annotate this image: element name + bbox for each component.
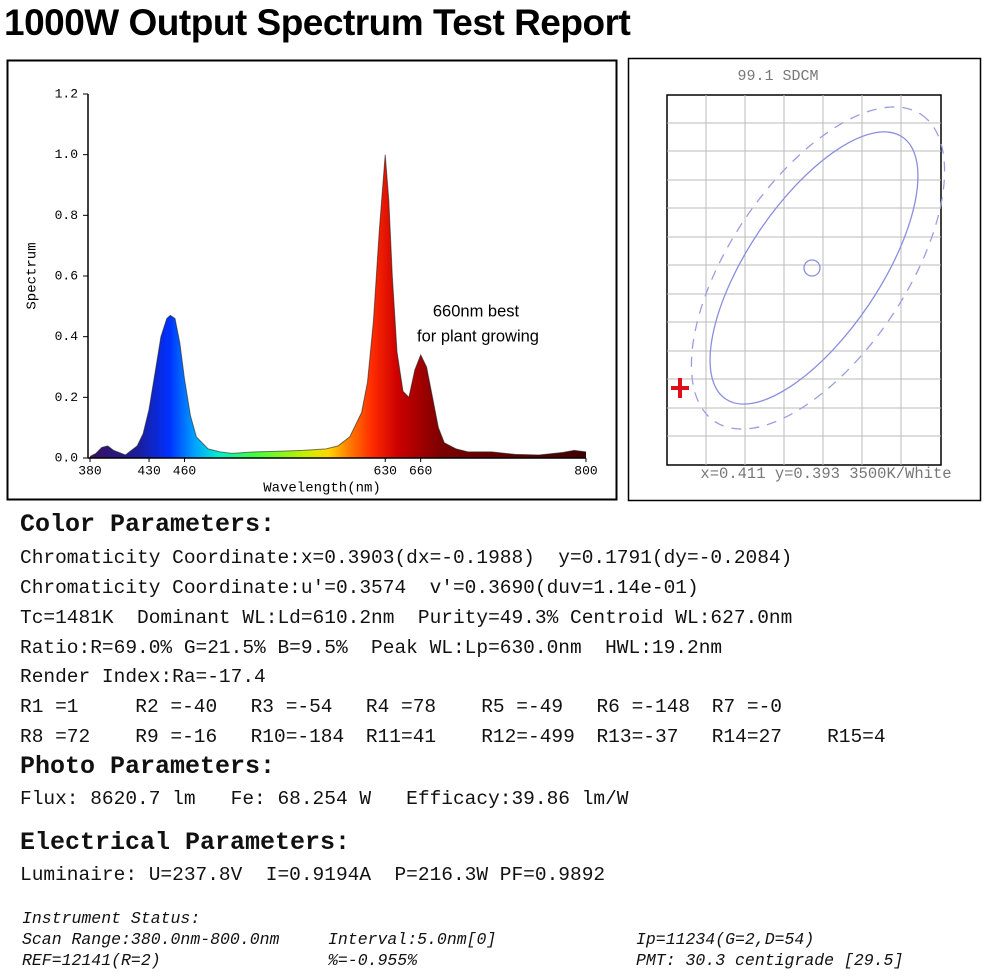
- section-heading: Photo Parameters:: [20, 752, 276, 781]
- render-index: R8 =72: [20, 726, 91, 748]
- render-index: R9 =-16: [135, 726, 218, 748]
- instrument-field: Scan Range:380.0nm-800.0nm: [22, 930, 280, 949]
- render-index: R14=27: [711, 726, 782, 748]
- param-line: Tc=1481K Dominant WL:Ld=610.2nm Purity=4…: [20, 607, 793, 629]
- render-row: R8 =72 R9 =-16 R10=-184 R11=41 R12=-499 R13=-…: [20, 726, 942, 748]
- y-tick-label: 0.4: [55, 329, 79, 344]
- y-tick-label: 0.0: [55, 450, 78, 465]
- sdcm-footer: x=0.411 y=0.393 3500K/White: [700, 465, 951, 483]
- render-index: R1 =1: [20, 696, 79, 718]
- y-tick-label: 0.8: [55, 208, 78, 223]
- instrument-field: %=-0.955%: [328, 951, 418, 970]
- y-tick-label: 1.0: [55, 147, 78, 162]
- render-index: R7 =-0: [711, 696, 782, 718]
- sdcm-title: 99.1 SDCM: [737, 68, 818, 85]
- param-line: Ratio:R=69.0% G=21.5% B=9.5% Peak WL:Lp=…: [20, 637, 723, 659]
- render-index: R11=41: [365, 726, 437, 748]
- x-tick-label: 800: [574, 463, 597, 478]
- instrument-field: PMT: 30.3 centigrade [29.5]: [636, 951, 904, 970]
- x-tick-label: 630: [374, 463, 397, 478]
- sdcm-diagram: 99.1 SDCM x=0.411 y=0.393 3500K/White: [666, 68, 952, 483]
- render-index: R13=-37: [596, 726, 679, 748]
- y-tick-label: 0.6: [55, 268, 78, 283]
- center-circle: [803, 259, 821, 277]
- x-tick-label: 380: [78, 463, 101, 478]
- instrument-row: REF=12141(R=2) %=-0.955% PMT: 30.3 centigr…: [22, 951, 903, 970]
- section-heading: Electrical Parameters:: [20, 828, 351, 857]
- y-axis-label: Spectrum: [25, 242, 41, 309]
- instrument-field: REF=12141(R=2): [22, 951, 161, 970]
- instrument-field: Interval:5.0nm[0]: [328, 930, 497, 949]
- render-index: R4 =78: [365, 696, 437, 718]
- instrument-heading: Instrument Status:: [22, 909, 201, 928]
- x-tick-label: 660: [409, 463, 432, 478]
- annotation: for plant growing: [417, 327, 539, 345]
- render-index: R10=-184: [250, 726, 345, 748]
- param-line: Render Index:Ra=-17.4: [20, 666, 266, 688]
- measured-point: [671, 378, 689, 398]
- sdcm-plot-frame: [666, 94, 942, 466]
- ellipse: [709, 131, 919, 405]
- sdcm-grid: [667, 95, 941, 465]
- render-row: R1 =1 R2 =-40 R3 =-54 R4 =78 R5 =-49 R6 =-148…: [20, 696, 827, 718]
- x-tick-label: 460: [173, 463, 196, 478]
- report-title: 1000W Output Spectrum Test Report: [4, 2, 631, 43]
- section-heading: Color Parameters:: [20, 510, 276, 539]
- dashed-ellipse: [690, 106, 946, 430]
- y-tick-label: 0.2: [55, 390, 78, 405]
- render-index: R12=-499: [481, 726, 575, 748]
- render-index: R6 =-148: [596, 696, 691, 718]
- y-tick-label: 1.2: [55, 86, 78, 101]
- render-index: R2 =-40: [135, 696, 218, 718]
- param-line: Flux: 8620.7 lm Fe: 68.254 W Efficacy:39…: [20, 788, 629, 810]
- instrument-field: Ip=11234(G=2,D=54): [636, 930, 815, 949]
- annotation: 660nm best: [433, 302, 520, 320]
- x-axis-label: Wavelength(nm): [263, 481, 381, 497]
- sdcm-frame: [627, 57, 982, 502]
- x-tick-label: 430: [137, 463, 160, 478]
- render-index: R15=4: [827, 726, 886, 748]
- spectrum-frame: [6, 59, 618, 501]
- param-line: Chromaticity Coordinate:x=0.3903(dx=-0.1…: [20, 547, 793, 569]
- spectrum-line: [89, 154, 587, 457]
- charts: 99.1 SDCM x=0.411 y=0.393 3500K/White Sp…: [6, 57, 982, 502]
- instrument-row: Scan Range:380.0nm-800.0nm Interval:5.0nm…: [22, 930, 814, 949]
- param-line: Luminaire: U=237.8V I=0.9194A P=216.3W P…: [20, 864, 606, 886]
- render-index: R3 =-54: [250, 696, 333, 718]
- render-index: R5 =-49: [481, 696, 564, 718]
- param-line: Chromaticity Coordinate:u'=0.3574 v'=0.3…: [20, 577, 699, 599]
